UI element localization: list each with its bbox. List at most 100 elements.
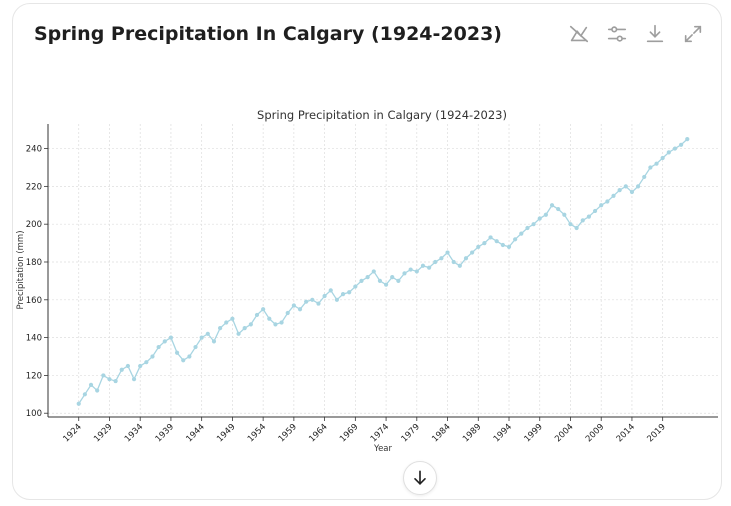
data-point	[107, 377, 112, 382]
grid-lines	[48, 124, 718, 417]
data-point	[580, 218, 585, 223]
sliders-icon	[607, 26, 627, 42]
x-axis-label: Year	[373, 444, 393, 454]
data-point	[605, 199, 610, 204]
data-point	[199, 335, 204, 340]
data-point	[562, 212, 567, 217]
data-point	[285, 310, 290, 316]
data-point	[162, 339, 167, 344]
y-axis-label: Precipitation (mm)	[16, 230, 26, 309]
data-point	[543, 212, 548, 217]
data-point	[648, 165, 653, 170]
data-point	[660, 155, 665, 161]
data-point	[402, 271, 407, 276]
x-tick-label: 1979	[400, 422, 422, 444]
data-point	[445, 250, 450, 255]
data-point	[383, 282, 389, 287]
data-point	[396, 278, 401, 283]
data-point	[156, 344, 161, 350]
x-tick-label: 1924	[61, 422, 83, 444]
data-point	[568, 222, 573, 227]
data-point	[463, 256, 469, 261]
x-tick-label: 1929	[92, 422, 114, 444]
data-point	[666, 150, 671, 155]
data-point	[654, 161, 659, 166]
data-point	[439, 256, 444, 261]
data-point	[414, 269, 419, 274]
x-tick-label: 2014	[615, 422, 637, 444]
y-tick-label: 120	[26, 371, 42, 381]
data-point	[599, 203, 604, 208]
data-point	[635, 184, 641, 189]
data-point	[623, 184, 628, 189]
data-point	[556, 206, 561, 212]
data-point	[193, 344, 198, 350]
y-tick-label: 140	[26, 334, 42, 344]
data-point	[427, 265, 432, 270]
x-tick-label: 1944	[184, 422, 206, 444]
data-point	[113, 378, 118, 384]
x-tick-label: 1989	[461, 422, 483, 444]
data-point	[353, 284, 358, 289]
data-point	[174, 350, 180, 355]
y-tick-label: 240	[26, 145, 42, 155]
scroll-down-button[interactable]	[403, 461, 437, 495]
data-point	[267, 316, 272, 321]
data-point	[371, 269, 376, 274]
y-tick-label: 220	[26, 182, 42, 192]
download-button[interactable]	[643, 22, 667, 46]
data-point	[506, 244, 512, 249]
expand-button[interactable]	[681, 22, 705, 46]
data-point	[181, 358, 186, 363]
data-point	[476, 244, 481, 249]
x-tick-label: 1954	[246, 422, 268, 444]
y-axis-ticks: 100 120 140 160 180 200 220 240	[26, 145, 48, 419]
data-point	[82, 392, 87, 397]
x-tick-label: 1969	[338, 422, 360, 444]
data-point	[482, 240, 487, 246]
data-point	[420, 263, 426, 268]
data-point	[685, 137, 690, 142]
data-point	[537, 216, 542, 221]
data-point	[488, 235, 493, 240]
data-point	[500, 242, 505, 248]
data-point	[334, 297, 339, 302]
data-point	[261, 307, 266, 312]
series-group	[76, 137, 690, 406]
x-tick-label: 1984	[430, 422, 452, 444]
data-point	[611, 193, 616, 198]
chart-toggle-icon	[569, 25, 589, 43]
data-point	[273, 322, 278, 327]
data-point	[470, 250, 475, 255]
x-axis-ticks: 1924 1929 1934 1939 1944 1949 1954 1959 1964 1969…	[61, 417, 668, 444]
data-point	[131, 377, 137, 382]
data-point	[297, 307, 303, 312]
data-point	[408, 267, 413, 272]
data-point	[340, 292, 346, 297]
data-point	[365, 275, 370, 280]
data-point	[672, 146, 678, 151]
download-icon	[646, 24, 664, 43]
series-line	[78, 138, 688, 405]
data-point	[304, 299, 309, 304]
data-point	[457, 263, 462, 268]
settings-button[interactable]	[605, 22, 629, 46]
data-point	[531, 222, 536, 227]
data-point	[291, 303, 296, 308]
axes	[47, 124, 718, 418]
x-tick-label: 1949	[215, 422, 237, 444]
data-point	[494, 239, 499, 244]
data-point	[230, 316, 235, 321]
data-point	[617, 188, 622, 193]
x-tick-label: 1934	[123, 422, 145, 444]
data-point	[574, 225, 579, 231]
data-point	[236, 331, 241, 336]
chart-toggle-button[interactable]	[567, 22, 591, 46]
data-point	[642, 174, 647, 180]
data-point	[451, 259, 456, 265]
data-point	[168, 335, 174, 340]
data-point	[76, 401, 81, 406]
data-point	[519, 231, 524, 236]
chart-title: Spring Precipitation in Calgary (1924-20…	[257, 108, 507, 122]
